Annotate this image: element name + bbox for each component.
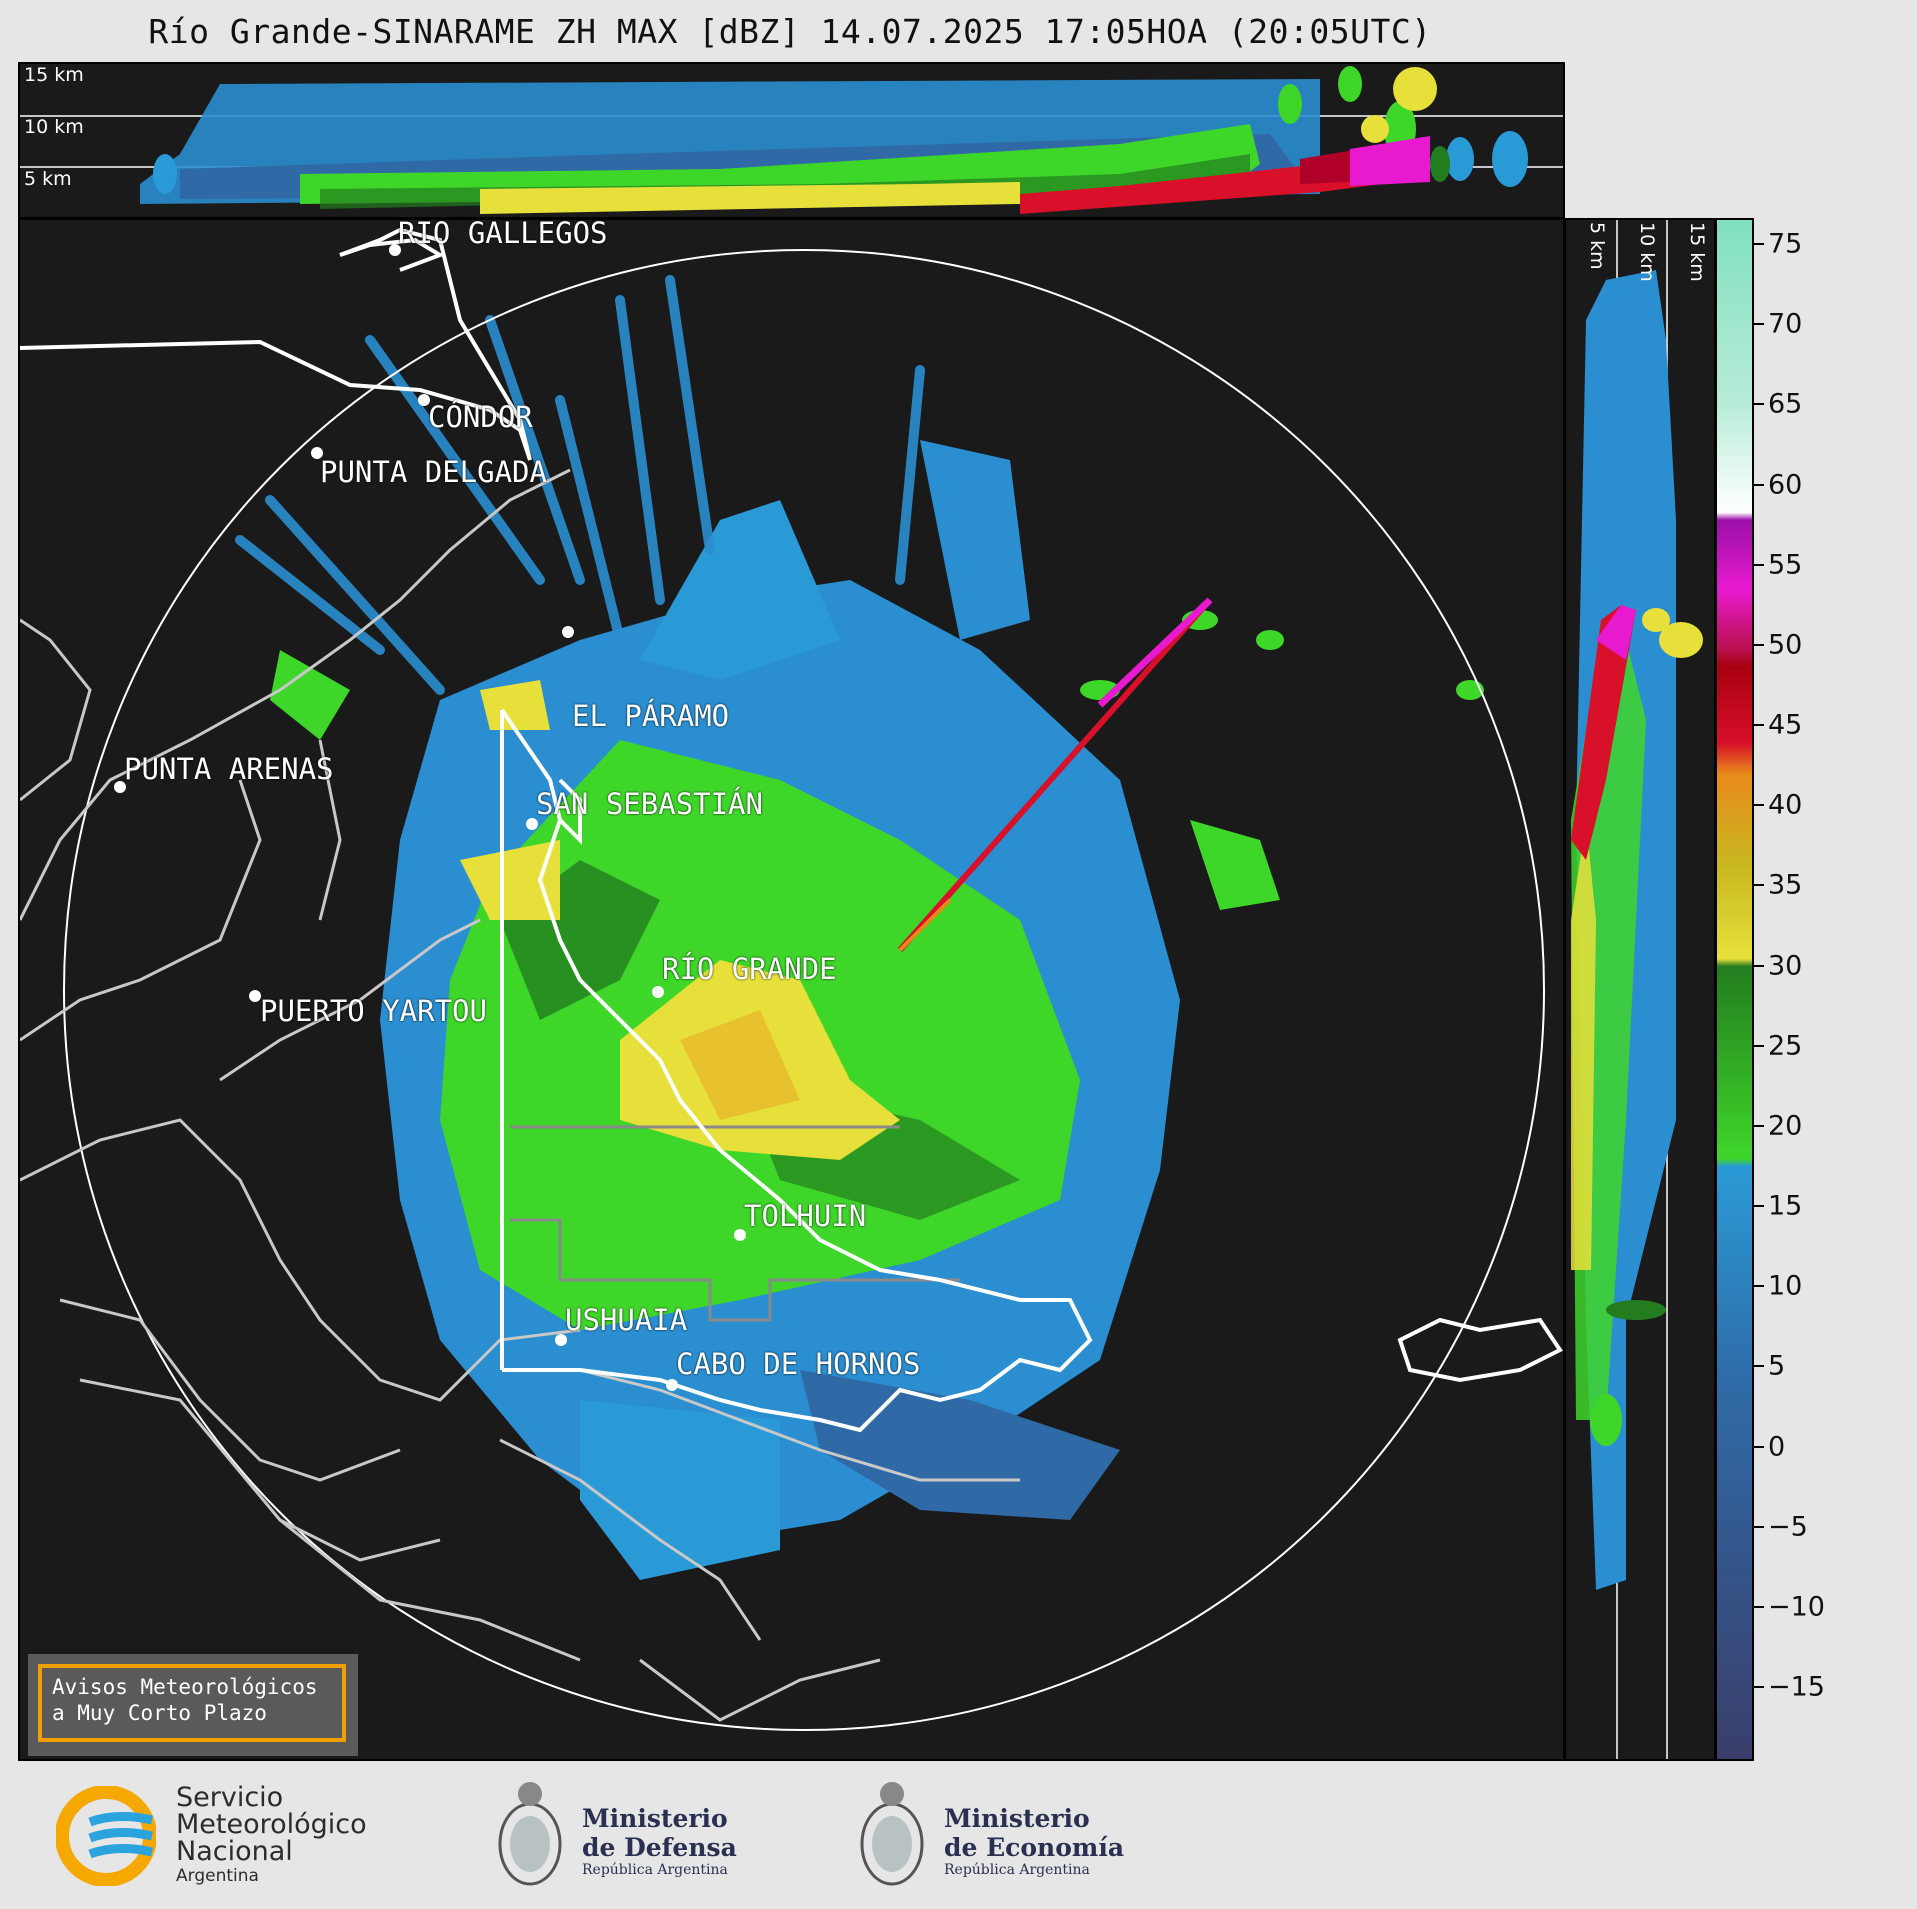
defensa-line-3: República Argentina <box>582 1862 728 1878</box>
avisos-badge: Avisos Meteorológicos a Muy Corto Plazo <box>28 1654 358 1756</box>
economia-emblem-icon <box>854 1774 930 1898</box>
city-label-condor: CÓNDOR <box>428 400 533 434</box>
colorbar-tick-mark <box>1754 1605 1764 1608</box>
smn-logo <box>56 1786 156 1886</box>
city-label-tolhuin: TOLHUIN <box>744 1199 867 1233</box>
colorbar-tick-mark <box>1754 1445 1764 1448</box>
colorbar-tick-mark <box>1754 403 1764 406</box>
colorbar-tick-mark <box>1754 1525 1764 1528</box>
colorbar-tick-label: −5 <box>1768 1511 1808 1543</box>
avisos-line-1: Avisos Meteorológicos <box>52 1675 318 1699</box>
colorbar-tick-mark <box>1754 563 1764 566</box>
colorbar-tick-label: 5 <box>1768 1350 1786 1382</box>
colorbar-tick-mark <box>1754 724 1764 726</box>
smn-logo-text: Servicio Meteorológico Nacional Argentin… <box>176 1784 367 1887</box>
smn-line-2: Meteorológico <box>176 1809 367 1840</box>
colorbar-tick-mark <box>1754 804 1764 807</box>
colorbar-tick-mark <box>1754 1365 1764 1368</box>
top-height-label-10km: 10 km <box>24 116 84 138</box>
colorbar-tick-label: 25 <box>1768 1030 1803 1062</box>
colorbar-tick-label: 45 <box>1768 709 1803 741</box>
city-label-rio-gallegos: RÍO GALLEGOS <box>398 218 608 250</box>
city-label-punta-arenas: PUNTA ARENAS <box>124 752 334 786</box>
city-label-el-paramo: EL PÁRAMO <box>572 699 730 733</box>
colorbar-tick-label: 40 <box>1768 789 1803 821</box>
defensa-line-1: Ministerio <box>582 1804 728 1833</box>
city-label-rio-grande: RÍO GRANDE <box>662 952 837 986</box>
colorbar-tick-label: 10 <box>1768 1270 1803 1302</box>
colorbar-tick-label: 55 <box>1768 549 1803 581</box>
defensa-line-2: de Defensa <box>582 1833 737 1862</box>
colorbar-tick-mark <box>1754 243 1764 245</box>
top-cross-section-panel: 15 km 10 km 5 km <box>18 62 1565 219</box>
city-label-ushuaia: USHUAIA <box>565 1303 688 1337</box>
avisos-box: Avisos Meteorológicos a Muy Corto Plazo <box>38 1664 346 1742</box>
city-label-san-sebastian: SAN SEBASTIÁN <box>536 787 763 821</box>
colorbar-tick-mark <box>1754 643 1764 646</box>
economia-line-1: Ministerio <box>944 1804 1090 1833</box>
economia-line-2: de Economía <box>944 1833 1125 1862</box>
colorbar-tick-label: 30 <box>1768 950 1803 981</box>
smn-line-3: Nacional <box>176 1836 293 1867</box>
side-cross-section-panel: 5 km 10 km 15 km <box>1564 218 1716 1761</box>
colorbar-tick-mark <box>1754 483 1764 486</box>
chart-title: Río Grande-SINARAME ZH MAX [dBZ] 14.07.2… <box>148 12 1432 51</box>
city-label-cabo-de-hornos: CABO DE HORNOS <box>676 1347 921 1381</box>
colorbar-tick-label: 60 <box>1768 469 1803 500</box>
radar-map-panel[interactable]: RÍO GALLEGOS CÓNDOR PUNTA DELGADA EL PÁR… <box>18 218 1565 1761</box>
economia-line-3: República Argentina <box>944 1862 1090 1878</box>
smn-line-1: Servicio <box>176 1782 284 1813</box>
colorbar-tick-mark <box>1754 964 1764 967</box>
colorbar-tick-label: 70 <box>1768 308 1803 340</box>
colorbar-tick-label: 35 <box>1768 869 1803 901</box>
colorbar-tick-mark <box>1754 884 1764 887</box>
defensa-logo-text: Ministerio de Defensa República Argentin… <box>582 1804 737 1878</box>
colorbar-tick-label: 0 <box>1768 1431 1786 1462</box>
smn-line-4: Argentina <box>176 1866 259 1886</box>
colorbar-tick-mark <box>1754 323 1764 326</box>
side-height-label-10km: 10 km <box>1636 222 1658 282</box>
colorbar-tick-mark <box>1754 1205 1764 1207</box>
side-height-label-5km: 5 km <box>1586 222 1608 270</box>
colorbar-tick-label: −15 <box>1768 1671 1825 1703</box>
colorbar-tick-mark <box>1754 1124 1764 1127</box>
colorbar-tick-label: 65 <box>1768 388 1803 420</box>
top-cross-section-echoes <box>20 66 1563 214</box>
smn-logo-icon <box>56 1786 156 1886</box>
radar-reflectivity-map <box>20 227 1563 1731</box>
city-label-puerto-yartou: PUERTO YARTOU <box>260 994 487 1028</box>
colorbar-tick-mark <box>1754 1686 1764 1688</box>
colorbar-tick-mark <box>1754 1044 1764 1047</box>
economia-logo-text: Ministerio de Economía República Argenti… <box>944 1804 1124 1878</box>
colorbar-tick-label: 50 <box>1768 629 1803 661</box>
city-label-punta-delgada: PUNTA DELGADA <box>320 455 547 489</box>
side-cross-section-echoes <box>1571 220 1703 1759</box>
side-height-label-15km: 15 km <box>1686 222 1708 282</box>
dbz-colorbar <box>1715 218 1754 1761</box>
colorbar-tick-label: 75 <box>1768 228 1803 260</box>
top-height-label-5km: 5 km <box>24 168 72 190</box>
colorbar-tick-mark <box>1754 1285 1764 1288</box>
colorbar-tick-label: 15 <box>1768 1190 1803 1222</box>
avisos-line-2: a Muy Corto Plazo <box>52 1701 267 1725</box>
colorbar-tick-label: −10 <box>1768 1591 1825 1623</box>
colorbar-tick-label: 20 <box>1768 1110 1803 1142</box>
defensa-emblem-icon <box>492 1774 568 1898</box>
city-dots <box>114 244 746 1391</box>
top-height-label-15km: 15 km <box>24 64 84 86</box>
